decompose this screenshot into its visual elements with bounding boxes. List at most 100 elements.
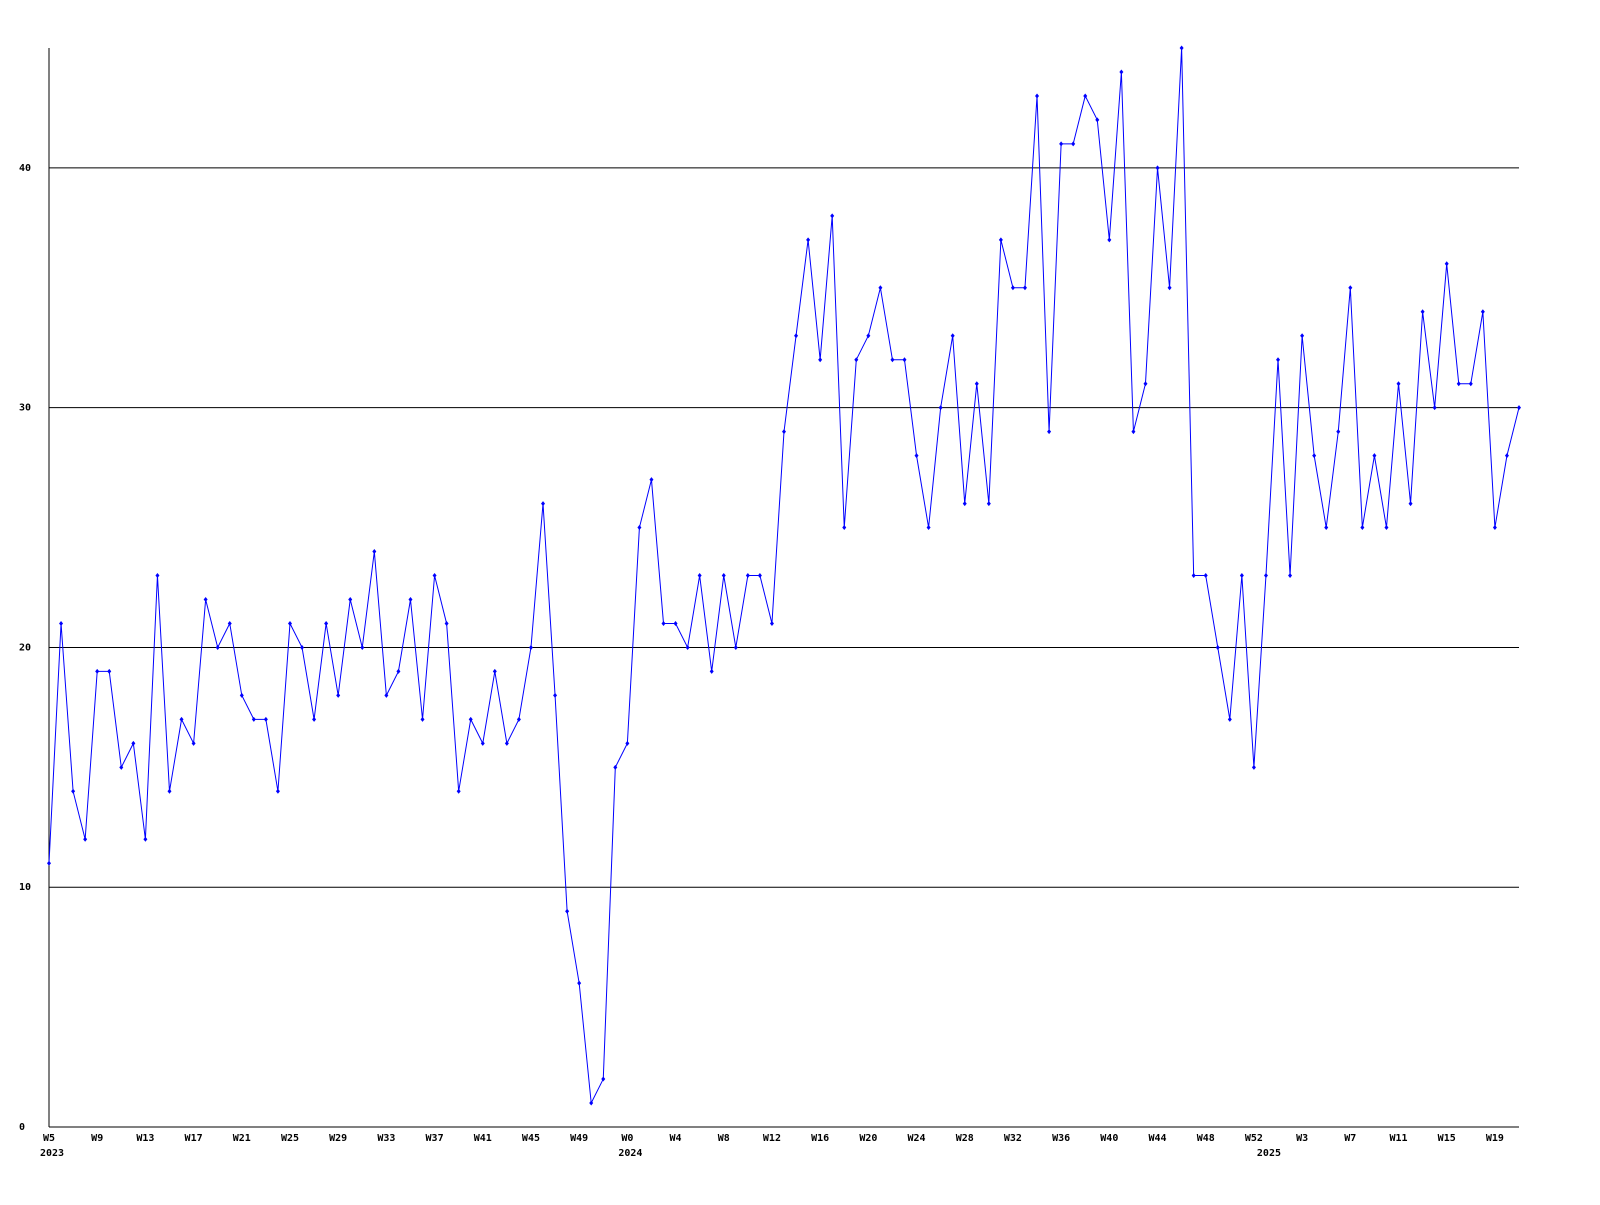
data-point [553,692,558,698]
data-point [1517,405,1521,411]
data-point [1203,573,1208,579]
data-point [685,644,690,650]
data-point [950,333,955,339]
data-point [516,716,521,722]
x-tick-label: W29 [329,1133,347,1144]
data-point [348,596,353,602]
data-point [637,525,642,531]
data-point [613,764,618,770]
data-point [203,596,208,602]
data-point [1191,573,1196,579]
data-point [1348,285,1353,291]
data-point [372,549,377,555]
data-point [408,596,413,602]
data-point [1480,309,1485,315]
data-point [1444,261,1449,267]
x-tick-label: W44 [1148,1133,1166,1144]
x-tick-label: W24 [908,1133,926,1144]
x-tick-label: W28 [956,1133,974,1144]
y-tick-label: 0 [19,1122,25,1133]
data-point [625,740,630,746]
data-point [287,620,292,626]
x-tick-label: W36 [1052,1133,1070,1144]
data-point [673,620,678,626]
data-point [757,573,762,579]
data-point [59,620,64,626]
data-point [384,692,389,698]
data-point [432,573,437,579]
data-point [818,357,823,363]
data-point [1420,309,1425,315]
data-point [179,716,184,722]
x-year-label: 2025 [1257,1148,1281,1159]
data-point [143,836,148,842]
x-tick-label: W3 [1296,1133,1308,1144]
data-point [902,357,907,363]
data-point [878,285,883,291]
data-point [962,501,967,507]
x-tick-label: W19 [1486,1133,1504,1144]
data-point [541,501,546,507]
data-point [239,692,244,698]
x-year-label: 2024 [618,1148,642,1159]
data-point [107,668,112,674]
data-point [1468,381,1473,387]
data-point [1239,573,1244,579]
x-tick-label: W17 [185,1133,203,1144]
data-point [480,740,485,746]
data-point [1179,45,1184,51]
y-tick-label: 10 [19,882,31,893]
x-tick-label: W11 [1389,1133,1407,1144]
data-point [1372,453,1377,459]
y-tick-label: 30 [19,403,31,414]
data-point [721,573,726,579]
data-point [504,740,509,746]
data-point [1155,165,1160,171]
data-point [1276,357,1281,363]
data-point [1288,573,1293,579]
x-tick-label: W13 [136,1133,154,1144]
data-point [167,788,172,794]
x-tick-label: W37 [426,1133,444,1144]
data-point [83,836,88,842]
data-point [745,573,750,579]
x-tick-label: W4 [670,1133,682,1144]
data-point [914,453,919,459]
data-point [1251,764,1256,770]
data-point [1432,405,1437,411]
data-point [1336,429,1341,435]
data-point [1456,381,1461,387]
x-tick-label: W33 [377,1133,395,1144]
x-tick-label: W5 [43,1133,55,1144]
data-point [420,716,425,722]
data-point [1300,333,1305,339]
data-point [456,788,461,794]
data-point [444,620,449,626]
data-point [1384,525,1389,531]
data-point [1035,93,1040,99]
data-point [794,333,799,339]
data-point [1215,644,1220,650]
x-tick-label: W48 [1197,1133,1215,1144]
x-tick-label: W21 [233,1133,251,1144]
x-tick-label: W45 [522,1133,540,1144]
data-point [360,644,365,650]
x-tick-label: W12 [763,1133,781,1144]
data-point [275,788,280,794]
x-tick-label: W16 [811,1133,829,1144]
x-tick-label: W9 [91,1133,103,1144]
data-point [1360,525,1365,531]
data-point [119,764,124,770]
data-point [649,477,654,483]
x-tick-label: W25 [281,1133,299,1144]
x-tick-label: W32 [1004,1133,1022,1144]
data-point [47,860,51,866]
x-tick-label: W8 [718,1133,730,1144]
y-tick-label: 20 [19,642,31,653]
x-tick-label: W52 [1245,1133,1263,1144]
data-point [324,620,329,626]
data-point [1059,141,1064,147]
data-point [782,429,786,435]
